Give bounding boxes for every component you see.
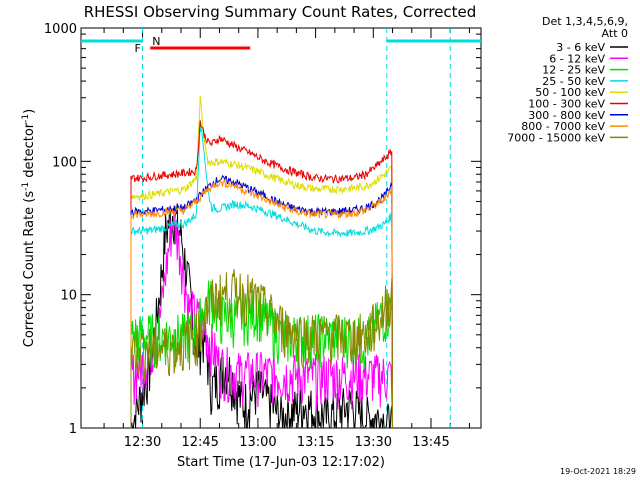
series-line-7	[130, 178, 393, 429]
legend-label: 12 - 25 keV	[542, 64, 605, 77]
flag-label: N	[152, 35, 160, 48]
y-axis: 1 10 100 1000	[44, 22, 481, 437]
legend-label: 800 - 7000 keV	[521, 120, 605, 133]
y-axis-label: Corrected Count Rate (s-1 detector-1)	[21, 109, 37, 347]
legend-label: 100 - 300 keV	[528, 98, 605, 111]
y-tick-label: 10	[60, 289, 77, 304]
y-axis-label-sup2: -1	[21, 114, 31, 123]
y-axis-label-main: Corrected Count Rate (s	[22, 191, 37, 348]
x-tick-label: 13:00	[239, 435, 276, 450]
x-tick-label: 13:15	[297, 435, 334, 450]
y-axis-label-tail: detector	[22, 122, 37, 182]
x-axis: 12:30 12:45 13:00 13:15 13:30 13:45	[103, 28, 470, 450]
legend-label: 25 - 50 keV	[542, 75, 605, 88]
series-line-5	[130, 120, 393, 429]
legend-header-2: Att 0	[602, 27, 628, 40]
attenuator-overlays: FN	[81, 28, 481, 428]
legend-label: 50 - 100 keV	[535, 86, 605, 99]
series-line-3	[130, 125, 393, 429]
series-line-4	[130, 95, 393, 429]
y-axis-label-end: )	[22, 109, 37, 114]
legend-header-1: Det 1,3,4,5,6,9,	[542, 15, 628, 28]
x-tick-label: 12:45	[181, 435, 218, 450]
x-tick-label: 13:30	[355, 435, 392, 450]
y-tick-label: 1	[69, 422, 77, 437]
x-tick-label: 12:30	[124, 435, 161, 450]
y-axis-label-sup: -1	[21, 182, 31, 191]
legend-label: 7000 - 15000 keV	[507, 131, 605, 144]
series-line-8	[130, 268, 393, 429]
x-tick-label: 13:45	[412, 435, 449, 450]
legend-label: 300 - 800 keV	[528, 109, 605, 122]
chart-title: RHESSI Observing Summary Count Rates, Co…	[84, 3, 477, 21]
y-tick-label: 1000	[44, 22, 77, 37]
y-tick-label: 100	[52, 155, 77, 170]
series-group	[130, 95, 393, 429]
x-axis-label: Start Time (17-Jun-03 12:17:02)	[177, 455, 385, 470]
timestamp: 19-Oct-2021 18:29	[560, 467, 636, 476]
legend-label: 6 - 12 keV	[549, 52, 605, 65]
plot-frame	[80, 27, 482, 429]
flag-label: F	[135, 42, 141, 55]
legend-label: 3 - 6 keV	[556, 41, 605, 54]
